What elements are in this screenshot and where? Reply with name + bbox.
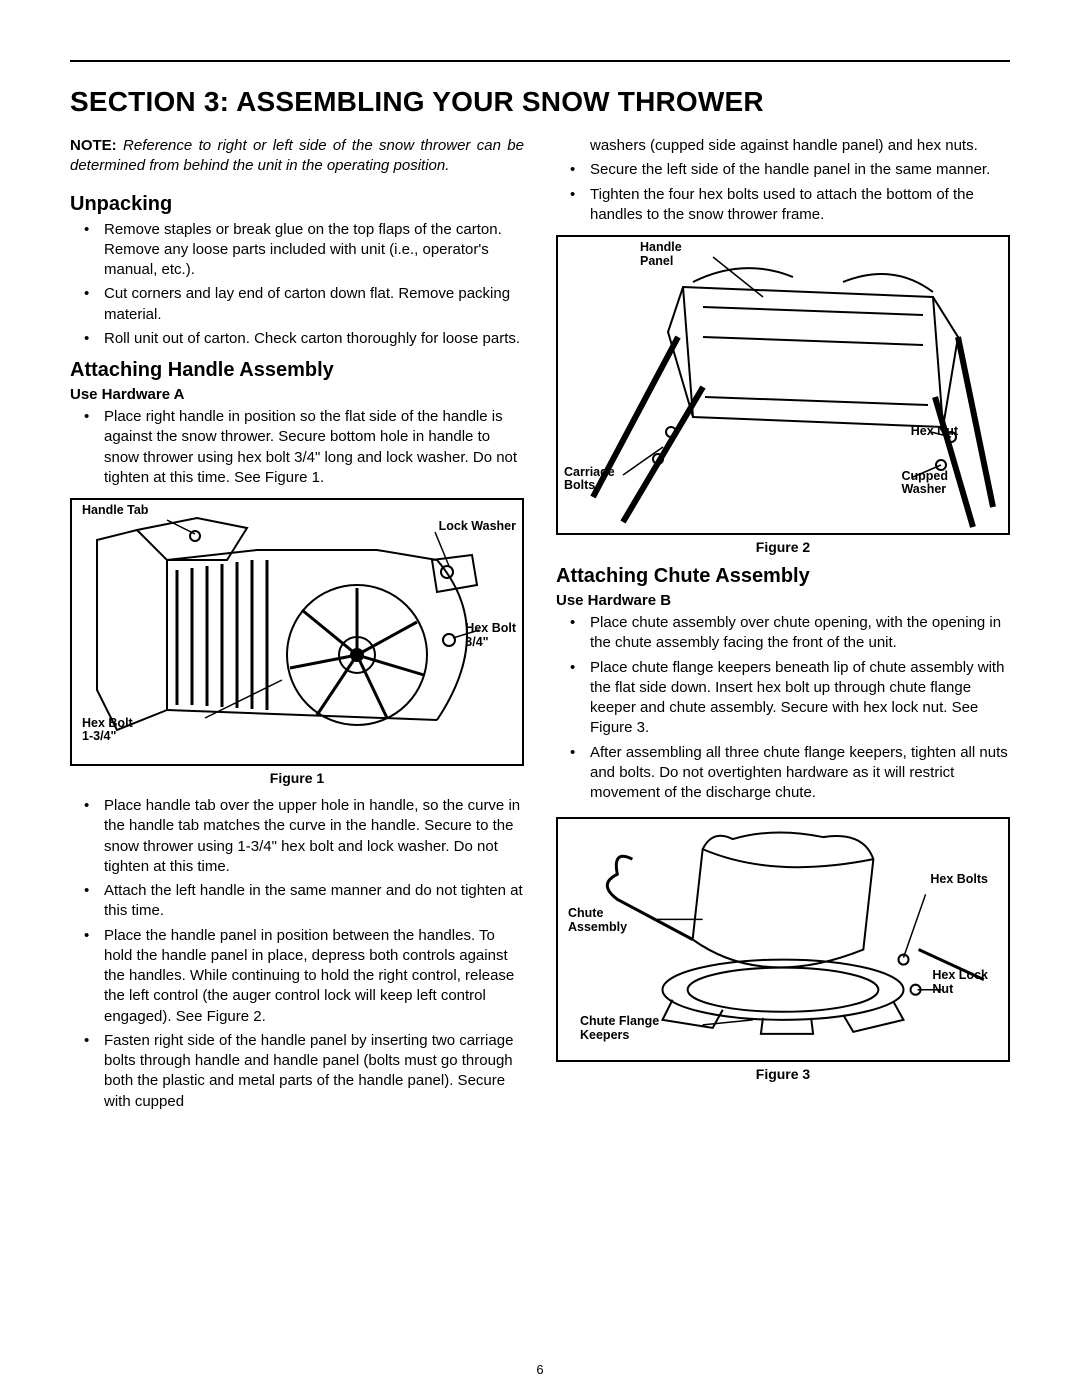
list-item: Tighten the four hex bolts used to attac… bbox=[556, 185, 1010, 226]
note-paragraph: NOTE: Reference to right or left side of… bbox=[70, 136, 524, 177]
columns: NOTE: Reference to right or left side of… bbox=[70, 136, 1010, 1122]
list-item: Place chute assembly over chute opening,… bbox=[556, 613, 1010, 654]
figure-3-caption: Figure 3 bbox=[556, 1066, 1010, 1082]
fig1-label-hex-bolt-134: Hex Bolt 1-3/4" bbox=[82, 717, 133, 745]
fig3-label-hex-lock-nut: Hex Lock Nut bbox=[932, 969, 988, 997]
handle-list-post: Place handle tab over the upper hole in … bbox=[70, 796, 524, 1112]
list-item: Fasten right side of the handle panel by… bbox=[70, 1031, 524, 1112]
fig3-label-hex-bolts: Hex Bolts bbox=[930, 873, 988, 887]
top-rule bbox=[70, 60, 1010, 62]
unpacking-list: Remove staples or break glue on the top … bbox=[70, 220, 524, 350]
fig1-label-hex-bolt-34: Hex Bolt 3/4" bbox=[465, 622, 516, 650]
page-number: 6 bbox=[0, 1362, 1080, 1377]
continuation-list: washers (cupped side against handle pane… bbox=[556, 136, 1010, 225]
manual-page: SECTION 3: ASSEMBLING YOUR SNOW THROWER … bbox=[0, 0, 1080, 1397]
list-item: After assembling all three chute flange … bbox=[556, 743, 1010, 804]
fig2-label-cupped-washer: Cupped Washer bbox=[901, 470, 948, 498]
figure-3-box: Chute Assembly Chute Flange Keepers Hex … bbox=[556, 817, 1010, 1062]
fig2-label-hex-nut: Hex Nut bbox=[911, 425, 958, 439]
list-item: Place chute flange keepers beneath lip o… bbox=[556, 658, 1010, 739]
handle-list-pre: Place right handle in position so the fl… bbox=[70, 407, 524, 488]
fig2-label-carriage-bolts: Carriage Bolts bbox=[564, 466, 615, 494]
list-item: Secure the left side of the handle panel… bbox=[556, 160, 1010, 180]
figure-1-caption: Figure 1 bbox=[70, 770, 524, 786]
figure-2-caption: Figure 2 bbox=[556, 539, 1010, 555]
note-prefix: NOTE: bbox=[70, 137, 117, 154]
list-item: Roll unit out of carton. Check carton th… bbox=[70, 329, 524, 349]
handle-subheading: Use Hardware A bbox=[70, 386, 524, 403]
fig1-label-lock-washer: Lock Washer bbox=[439, 520, 516, 534]
list-item: Place right handle in position so the fl… bbox=[70, 407, 524, 488]
section-title: SECTION 3: ASSEMBLING YOUR SNOW THROWER bbox=[70, 86, 1010, 118]
note-body: Reference to right or left side of the s… bbox=[70, 137, 524, 174]
fig3-label-chute-flange-keepers: Chute Flange Keepers bbox=[580, 1015, 659, 1043]
figure-1-svg bbox=[72, 500, 522, 764]
figure-1-box: Handle Tab Lock Washer Hex Bolt 3/4" Hex… bbox=[70, 498, 524, 766]
right-column: washers (cupped side against handle pane… bbox=[556, 136, 1010, 1122]
list-item: Place the handle panel in position betwe… bbox=[70, 926, 524, 1027]
list-item: Remove staples or break glue on the top … bbox=[70, 220, 524, 281]
list-item: Place handle tab over the upper hole in … bbox=[70, 796, 524, 877]
fig1-label-handle-tab: Handle Tab bbox=[82, 504, 148, 518]
list-item: Cut corners and lay end of carton down f… bbox=[70, 284, 524, 325]
chute-subheading: Use Hardware B bbox=[556, 592, 1010, 609]
left-column: NOTE: Reference to right or left side of… bbox=[70, 136, 524, 1122]
chute-heading: Attaching Chute Assembly bbox=[556, 565, 1010, 588]
chute-list: Place chute assembly over chute opening,… bbox=[556, 613, 1010, 803]
list-item: washers (cupped side against handle pane… bbox=[556, 136, 1010, 156]
list-item: Attach the left handle in the same manne… bbox=[70, 881, 524, 922]
fig3-label-chute-assembly: Chute Assembly bbox=[568, 907, 627, 935]
fig2-label-handle-panel: Handle Panel bbox=[640, 241, 682, 269]
handle-heading: Attaching Handle Assembly bbox=[70, 359, 524, 382]
figure-2-box: Handle Panel Carriage Bolts Hex Nut Cupp… bbox=[556, 235, 1010, 535]
unpacking-heading: Unpacking bbox=[70, 193, 524, 216]
